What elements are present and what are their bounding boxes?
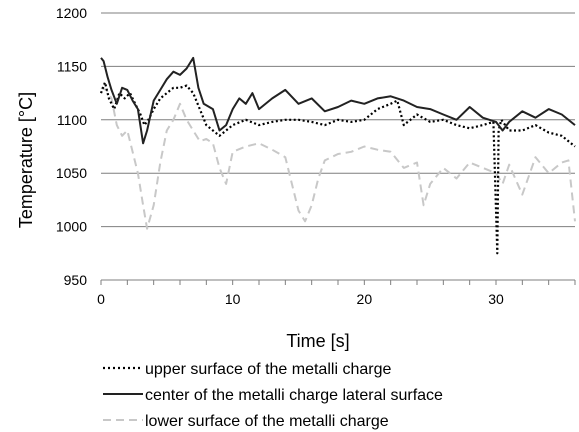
y-tick-label-5: 1200 bbox=[56, 5, 87, 21]
y-tick-label-3: 1100 bbox=[57, 112, 87, 128]
x-tick-label-0: 0 bbox=[97, 291, 105, 307]
y-tick-label-1: 1000 bbox=[56, 219, 87, 235]
x-tick-label-2: 20 bbox=[357, 291, 373, 307]
x-tick-label-1: 10 bbox=[225, 291, 241, 307]
series-lines bbox=[99, 56, 576, 255]
series-line-lower-surface bbox=[100, 86, 576, 230]
series-line-upper-surface bbox=[99, 81, 576, 255]
series-line-center-lateral bbox=[100, 56, 576, 145]
legend-label-upper: upper surface of the metalli charge bbox=[145, 361, 391, 378]
x-tick-label-3: 30 bbox=[488, 291, 504, 307]
y-tick-label-4: 1150 bbox=[57, 58, 87, 74]
x-tick-labels: 0 10 20 30 bbox=[97, 291, 504, 307]
x-tick-marks bbox=[100, 280, 576, 285]
x-axis-label: Time [s] bbox=[286, 331, 349, 351]
legend: upper surface of the metalli charge cent… bbox=[103, 361, 443, 430]
y-tick-label-0: 950 bbox=[64, 272, 88, 288]
y-tick-label-2: 1050 bbox=[56, 165, 87, 181]
y-axis-label: Temperature [°C] bbox=[16, 92, 36, 228]
y-tick-labels: 950 1000 1050 1100 1150 1200 bbox=[56, 5, 87, 288]
legend-label-center: center of the metalli charge lateral sur… bbox=[145, 387, 443, 404]
legend-label-lower: lower surface of the metalli charge bbox=[145, 413, 389, 430]
